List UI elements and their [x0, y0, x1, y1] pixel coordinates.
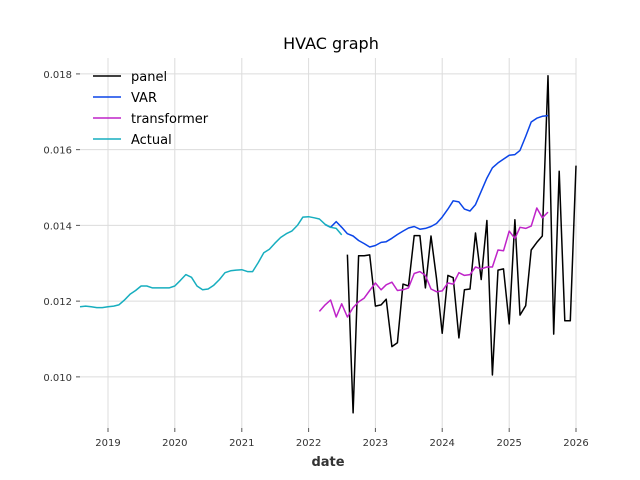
- legend-label-var: VAR: [131, 91, 157, 106]
- chart-title: HVAC graph: [283, 34, 379, 53]
- series-line-transformer: [318, 207, 549, 318]
- y-tick-label: 0.018: [43, 70, 72, 81]
- y-tick-label: 0.014: [43, 221, 72, 232]
- series-line-actual: [79, 215, 343, 309]
- x-tick-label: 2022: [296, 438, 321, 449]
- grid: [80, 58, 577, 428]
- x-tick-label: 2024: [429, 438, 454, 449]
- x-axis-title: date: [311, 455, 344, 470]
- y-tick-label: 0.010: [43, 373, 72, 384]
- x-tick-label: 2021: [229, 438, 254, 449]
- x-tick-label: 2020: [162, 438, 187, 449]
- y-tick-label: 0.016: [43, 146, 72, 157]
- x-axis: 2019 2020 2021 2022 2023 2024 2025 2026: [95, 428, 589, 449]
- x-tick-label: 2025: [496, 438, 521, 449]
- series-line-var: [324, 114, 549, 248]
- y-tick-label: 0.012: [43, 297, 72, 308]
- y-axis: 0.010 0.012 0.014 0.016 0.018: [43, 70, 80, 384]
- legend-label-panel: panel: [131, 70, 167, 85]
- series-lines: [79, 75, 577, 414]
- x-tick-label: 2026: [563, 438, 588, 449]
- x-tick-label: 2019: [95, 438, 120, 449]
- legend-label-actual: Actual: [131, 133, 172, 148]
- x-tick-label: 2023: [363, 438, 388, 449]
- legend: panel VAR transformer Actual: [93, 70, 209, 148]
- series-line-panel: [346, 75, 577, 414]
- legend-label-transformer: transformer: [131, 112, 209, 127]
